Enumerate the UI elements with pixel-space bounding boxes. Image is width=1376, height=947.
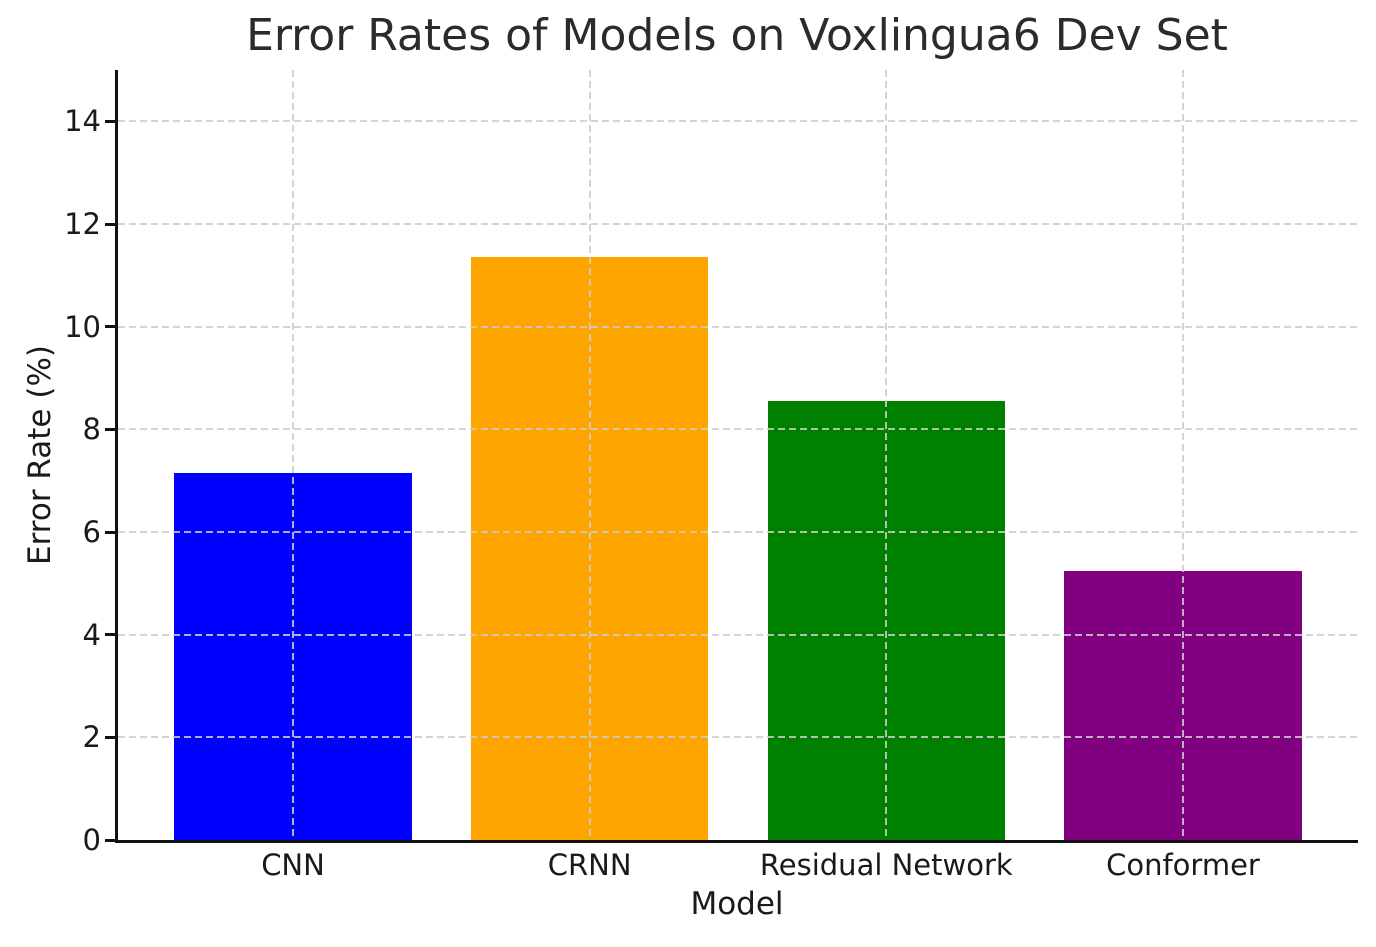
gridline-h-4	[118, 633, 1358, 636]
gridline-h-12	[118, 223, 1358, 225]
gridline-v-cnn	[292, 70, 295, 840]
gridline-h-10	[118, 325, 1358, 328]
y-tick-label-6: 6	[82, 515, 101, 549]
y-tick-mark-4	[105, 633, 115, 637]
left-spine	[115, 70, 118, 843]
y-tick-label-0: 0	[82, 823, 101, 857]
gridline-h-2	[118, 736, 1358, 739]
gridline-h-8	[118, 428, 1358, 431]
x-tick-label-conformer: Conformer	[1106, 848, 1260, 882]
bottom-spine	[115, 840, 1358, 843]
gridline-v-residual-network	[885, 70, 888, 840]
y-tick-mark-2	[105, 735, 115, 739]
y-tick-mark-8	[105, 427, 115, 431]
gridline-h-14	[118, 120, 1358, 123]
y-tick-mark-14	[105, 119, 115, 123]
y-tick-mark-12	[105, 222, 115, 226]
x-tick-label-cnn: CNN	[261, 848, 325, 882]
y-tick-label-8: 8	[82, 412, 101, 447]
gridline-v-conformer	[1181, 70, 1184, 840]
x-tick-label-residual-network: Residual Network	[759, 848, 1013, 882]
y-tick-mark-6	[105, 530, 115, 534]
y-tick-label-14: 14	[64, 104, 101, 139]
gridline-h-6	[118, 531, 1358, 533]
chart-title: Error Rates of Models on Voxlingua6 Dev …	[246, 10, 1228, 61]
y-tick-label-10: 10	[64, 309, 101, 344]
x-tick-label-crnn: CRNN	[547, 848, 632, 882]
y-tick-mark-10	[105, 325, 115, 329]
y-tick-label-12: 12	[64, 207, 101, 241]
y-tick-label-4: 4	[82, 617, 101, 652]
y-tick-mark-0	[105, 838, 115, 842]
y-tick-label-2: 2	[82, 720, 101, 755]
x-axis-label: Model	[690, 886, 784, 922]
gridline-v-crnn	[588, 70, 591, 840]
